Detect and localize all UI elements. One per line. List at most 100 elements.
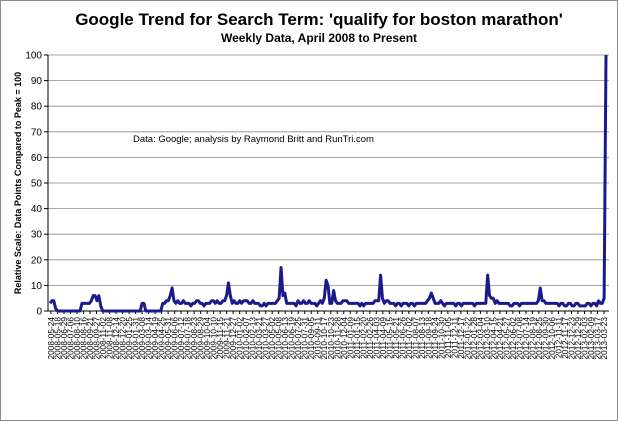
y-tick-label: 100: [25, 51, 42, 62]
x-tick-label: 2009-06-06: [170, 317, 180, 360]
x-tick-label: 2010-10-17: [319, 317, 329, 360]
x-tick-label: 2008-05-24: [46, 317, 56, 360]
x-tick-label: 2008-07-06: [66, 317, 76, 360]
x-tick-label: 2011-06-26: [397, 317, 407, 359]
x-tick-label: 2009-10-10: [209, 317, 219, 360]
x-tick-label: 2010-03-21: [254, 317, 264, 360]
y-tick-label: 40: [31, 204, 43, 215]
x-tick-label: 2009-07-12: [176, 317, 186, 360]
x-tick-label: 2010-06-19: [287, 317, 297, 360]
x-tick-label: 2011-12-17: [456, 317, 466, 359]
x-tick-label: 2010-12-04: [339, 317, 349, 360]
x-tick-label: 2010-05-02: [267, 317, 277, 360]
x-tick-label: 2012-11-11: [553, 317, 563, 359]
x-tick-label: 2009-03-14: [144, 317, 154, 360]
x-tick-label: 2009-04-19: [150, 317, 160, 360]
gridlines: [48, 54, 609, 286]
x-tick-label: 2013-02-09: [586, 317, 596, 360]
series-line: [48, 54, 608, 313]
x-tick-label: 2009-11-21: [222, 317, 232, 359]
x-tick-label: 2011-02-20: [358, 317, 368, 359]
y-axis-label: Relative Scale: Data Points Compared to …: [13, 72, 23, 294]
x-tick-label: 2011-01-15: [352, 317, 362, 359]
x-tick-label: 2013-02-03: [579, 317, 589, 360]
y-tick-label: 30: [31, 230, 43, 241]
y-tick-label: 50: [31, 179, 43, 190]
x-tick-label: 2010-05-08: [274, 317, 284, 360]
y-tick-label: 70: [31, 127, 43, 138]
y-tick-label: 80: [31, 102, 43, 113]
x-tick-label: 2012-09-30: [540, 317, 550, 360]
x-tick-label: 2008-08-16: [79, 317, 89, 360]
x-tick-label: 2012-11-17: [560, 317, 570, 359]
x-tick-label: 2012-04-21: [495, 317, 505, 360]
x-tick-label: 2009-05-31: [163, 317, 173, 360]
x-tick-label: 2011-09-24: [430, 317, 440, 359]
x-tick-label: 2012-04-15: [488, 317, 498, 360]
x-tick-label: 2011-04-09: [378, 317, 388, 359]
x-tick-label: 2011-09-18: [423, 317, 433, 359]
x-tick-label: 2008-11-02: [98, 317, 108, 359]
x-tick-label: 2008-08-10: [72, 317, 82, 360]
x-tick-label: 2012-07-14: [521, 317, 531, 360]
x-tick-label: 2010-02-07: [241, 317, 251, 360]
y-axis-ticks: 0 10 20 30 40 50 60 70 80 90 100: [25, 51, 48, 318]
x-tick-label: 2012-05-27: [501, 317, 511, 360]
y-tick-label: 0: [36, 307, 42, 318]
x-tick-label: 2012-06-02: [508, 317, 518, 360]
x-tick-label: 2012-01-22: [462, 317, 472, 360]
x-tick-label: 2009-08-23: [189, 317, 199, 360]
x-tick-label: 2008-09-21: [85, 317, 95, 360]
x-tick-label: 2011-10-30: [436, 317, 446, 359]
y-tick-label: 20: [31, 255, 43, 266]
x-tick-label: 2010-10-23: [326, 317, 336, 360]
x-tick-label: 2013-03-23: [599, 317, 609, 360]
x-tick-label: 2012-03-04: [475, 317, 485, 360]
x-tick-label: 2010-07-25: [293, 317, 303, 360]
y-tick-label: 10: [31, 281, 43, 292]
chart-title: Google Trend for Search Term: 'qualify f…: [75, 10, 563, 29]
x-tick-label: 2009-10-04: [202, 317, 212, 360]
x-tick-label: 2011-01-09: [345, 317, 355, 359]
x-tick-label: 2012-08-19: [527, 317, 537, 360]
x-tick-label: 2012-08-25: [534, 317, 544, 360]
x-tick-label: 2008-12-20: [118, 317, 128, 360]
y-tick-label: 90: [31, 76, 43, 87]
x-tick-label: 2011-08-13: [417, 317, 427, 359]
chart-subtitle: Weekly Data, April 2008 to Present: [221, 31, 417, 45]
x-tick-label: 2012-01-28: [469, 317, 479, 360]
x-tick-label: 2009-01-31: [131, 317, 141, 360]
x-tick-label: 2009-04-25: [157, 317, 167, 360]
x-tick-label: 2011-04-03: [371, 317, 381, 359]
x-tick-label: 2013-03-17: [592, 317, 602, 360]
x-tick-label: 2009-11-15: [215, 317, 225, 359]
x-tick-label: 2010-07-31: [300, 317, 310, 360]
y-tick-label: 60: [31, 153, 43, 164]
x-tick-label: 2010-06-13: [280, 317, 290, 360]
x-tick-label: 2010-01-02: [235, 317, 245, 360]
source-annotation: Data: Google; analysis by Raymond Britt …: [133, 134, 374, 145]
x-tick-label: 2012-07-08: [514, 317, 524, 360]
x-tick-label: 2008-11-08: [105, 317, 115, 359]
x-tick-label: 2008-05-18: [53, 317, 63, 360]
x-tick-label: 2012-03-10: [482, 317, 492, 360]
x-tick-label: 2011-05-15: [384, 317, 394, 359]
x-tick-label: 2010-02-13: [248, 317, 258, 360]
x-tick-label: 2008-06-29: [59, 317, 69, 360]
x-tick-label: 2009-08-29: [196, 317, 206, 360]
x-tick-label: 2011-08-07: [410, 317, 420, 359]
x-tick-label: 2010-09-05: [306, 317, 316, 360]
x-tick-label: 2012-10-06: [547, 317, 557, 360]
x-tick-label: 2008-12-14: [111, 317, 121, 360]
x-tick-label: 2011-11-05: [443, 317, 453, 359]
x-tick-label: 2010-09-11: [313, 317, 323, 359]
x-axis-ticks: 2008-05-242008-05-182008-06-292008-07-06…: [46, 311, 609, 359]
x-tick-label: 2011-12-11: [449, 317, 459, 359]
x-tick-label: 2009-12-27: [228, 317, 238, 360]
x-tick-label: 2008-09-27: [92, 317, 102, 360]
x-tick-label: 2011-07-02: [404, 317, 414, 359]
x-tick-label: 2012-12-29: [573, 317, 583, 360]
x-tick-label: 2009-03-08: [137, 317, 147, 360]
x-tick-label: 2010-03-27: [261, 317, 271, 360]
